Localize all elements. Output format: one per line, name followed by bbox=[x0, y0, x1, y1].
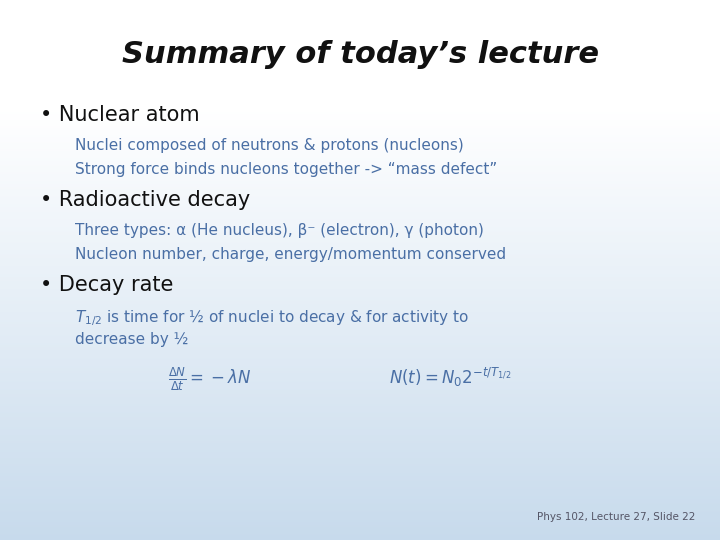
Bar bbox=[0, 0, 720, 507]
Bar bbox=[0, 0, 720, 37]
Bar bbox=[0, 0, 720, 207]
Bar bbox=[0, 0, 720, 269]
Bar bbox=[0, 0, 720, 119]
Bar bbox=[0, 0, 720, 312]
Bar bbox=[0, 0, 720, 182]
Bar bbox=[0, 0, 720, 88]
Bar bbox=[0, 0, 720, 273]
Bar bbox=[0, 0, 720, 77]
Text: • Radioactive decay: • Radioactive decay bbox=[40, 190, 251, 210]
Bar bbox=[0, 0, 720, 206]
Bar bbox=[0, 0, 720, 280]
Bar bbox=[0, 0, 720, 257]
Bar bbox=[0, 0, 720, 204]
Bar bbox=[0, 0, 720, 496]
Bar bbox=[0, 0, 720, 113]
Bar bbox=[0, 0, 720, 90]
Bar bbox=[0, 0, 720, 58]
Bar bbox=[0, 0, 720, 47]
Bar bbox=[0, 0, 720, 354]
Bar bbox=[0, 0, 720, 112]
Bar bbox=[0, 0, 720, 68]
Bar bbox=[0, 0, 720, 402]
Bar bbox=[0, 0, 720, 249]
Bar bbox=[0, 0, 720, 337]
Bar bbox=[0, 0, 720, 200]
Bar bbox=[0, 0, 720, 188]
Bar bbox=[0, 0, 720, 321]
Bar bbox=[0, 0, 720, 296]
Bar bbox=[0, 0, 720, 218]
Bar bbox=[0, 0, 720, 227]
Bar bbox=[0, 0, 720, 526]
Bar bbox=[0, 0, 720, 8]
Bar bbox=[0, 0, 720, 203]
Bar bbox=[0, 0, 720, 393]
Bar bbox=[0, 0, 720, 314]
Bar bbox=[0, 0, 720, 235]
Bar bbox=[0, 0, 720, 107]
Bar bbox=[0, 0, 720, 225]
Bar bbox=[0, 0, 720, 355]
Bar bbox=[0, 0, 720, 487]
Bar bbox=[0, 0, 720, 65]
Bar bbox=[0, 0, 720, 389]
Bar bbox=[0, 0, 720, 480]
Bar bbox=[0, 0, 720, 25]
Bar bbox=[0, 0, 720, 219]
Bar bbox=[0, 0, 720, 240]
Bar bbox=[0, 0, 720, 259]
Bar bbox=[0, 0, 720, 477]
Text: Three types: α (He nucleus), β⁻ (electron), γ (photon): Three types: α (He nucleus), β⁻ (electro… bbox=[75, 223, 484, 238]
Bar bbox=[0, 0, 720, 284]
Bar bbox=[0, 0, 720, 456]
Bar bbox=[0, 0, 720, 512]
Bar bbox=[0, 0, 720, 232]
Bar bbox=[0, 0, 720, 516]
Bar bbox=[0, 0, 720, 87]
Bar bbox=[0, 0, 720, 20]
Bar bbox=[0, 0, 720, 272]
Bar bbox=[0, 0, 720, 292]
Bar bbox=[0, 0, 720, 71]
Bar bbox=[0, 0, 720, 198]
Text: Nucleon number, charge, energy/momentum conserved: Nucleon number, charge, energy/momentum … bbox=[75, 247, 506, 262]
Bar bbox=[0, 0, 720, 472]
Bar bbox=[0, 0, 720, 396]
Bar bbox=[0, 0, 720, 441]
Bar bbox=[0, 0, 720, 61]
Bar bbox=[0, 0, 720, 498]
Bar bbox=[0, 0, 720, 231]
Bar bbox=[0, 0, 720, 226]
Bar bbox=[0, 0, 720, 387]
Bar bbox=[0, 0, 720, 111]
Bar bbox=[0, 0, 720, 319]
Bar bbox=[0, 0, 720, 51]
Bar bbox=[0, 0, 720, 120]
Bar bbox=[0, 0, 720, 5]
Bar bbox=[0, 0, 720, 238]
Bar bbox=[0, 0, 720, 428]
Bar bbox=[0, 0, 720, 158]
Bar bbox=[0, 0, 720, 267]
Bar bbox=[0, 0, 720, 102]
Bar bbox=[0, 0, 720, 49]
Bar bbox=[0, 0, 720, 465]
Bar bbox=[0, 0, 720, 421]
Bar bbox=[0, 0, 720, 315]
Bar bbox=[0, 0, 720, 436]
Bar bbox=[0, 0, 720, 124]
Bar bbox=[0, 0, 720, 66]
Bar bbox=[0, 0, 720, 306]
Bar bbox=[0, 0, 720, 171]
Bar bbox=[0, 0, 720, 104]
Bar bbox=[0, 0, 720, 101]
Bar bbox=[0, 0, 720, 406]
Bar bbox=[0, 0, 720, 328]
Bar bbox=[0, 0, 720, 478]
Bar bbox=[0, 0, 720, 42]
Bar bbox=[0, 0, 720, 398]
Bar bbox=[0, 0, 720, 431]
